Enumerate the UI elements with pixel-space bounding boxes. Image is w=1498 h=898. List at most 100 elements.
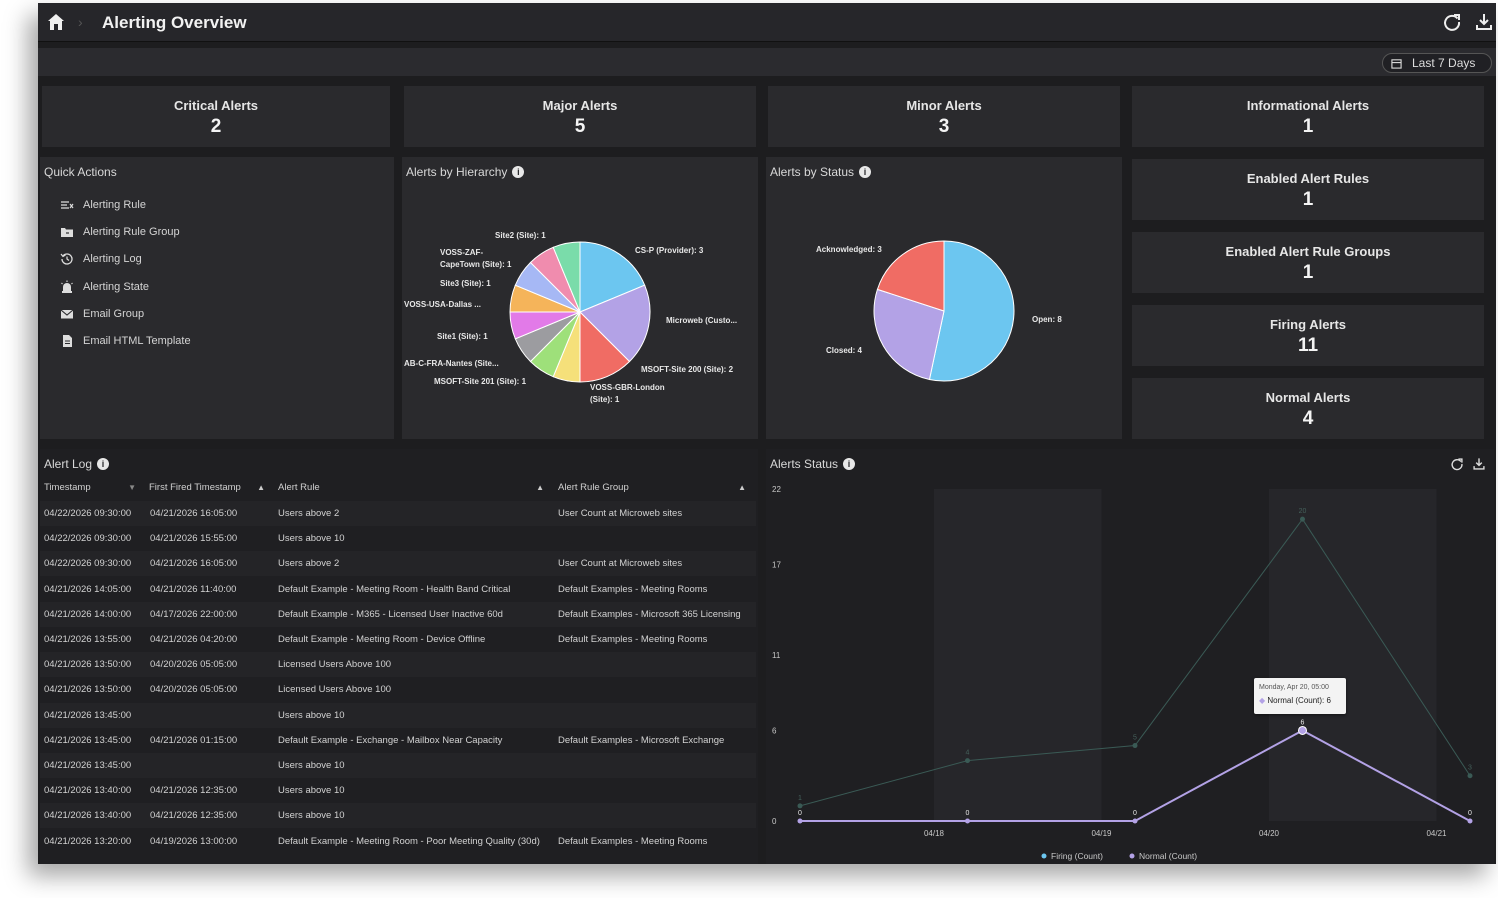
enabled-alert-rules-card[interactable]: Enabled Alert Rules 1 xyxy=(1132,159,1484,220)
data-point[interactable] xyxy=(1467,773,1473,779)
minor-alerts-card[interactable]: Minor Alerts 3 xyxy=(768,86,1120,147)
y-tick-label: 11 xyxy=(772,651,781,660)
column-header-first-fired[interactable]: First Fired Timestamp ▲ xyxy=(149,477,265,497)
data-point[interactable] xyxy=(1467,818,1473,824)
table-row[interactable]: 04/21/2026 13:45:00 04/21/2026 01:15:00 De… xyxy=(40,728,756,753)
table-row[interactable]: 04/21/2026 13:40:00 04/21/2026 12:35:00 Us… xyxy=(40,803,756,829)
column-header-label: First Fired Timestamp xyxy=(149,481,241,493)
table-row[interactable]: 04/21/2026 13:50:00 04/20/2026 05:05:00 Li… xyxy=(40,677,756,702)
app-window: › Alerting Overview Last 7 Days Critical… xyxy=(38,3,1496,864)
table-row[interactable]: 04/21/2026 13:50:00 04/20/2026 05:05:00 Li… xyxy=(40,652,756,678)
data-point[interactable] xyxy=(1132,743,1138,749)
refresh-icon[interactable] xyxy=(1442,12,1462,32)
info-icon[interactable]: i xyxy=(512,166,525,178)
table-cell: Default Example - M365 - Licensed User I… xyxy=(278,608,503,620)
sort-asc-icon[interactable]: ▲ xyxy=(257,482,265,492)
info-icon[interactable]: i xyxy=(843,458,856,470)
pie-slice[interactable] xyxy=(579,284,651,363)
sort-desc-icon[interactable]: ▼ xyxy=(128,482,136,492)
table-row[interactable]: 04/21/2026 13:40:00 04/21/2026 12:35:00 Us… xyxy=(40,778,756,803)
data-point[interactable] xyxy=(1300,516,1305,522)
table-cell: 04/19/2026 13:00:00 xyxy=(150,835,238,847)
pie-label: Open: 8 xyxy=(1032,315,1062,324)
table-cell: Users above 10 xyxy=(278,785,345,797)
panel-title-row: Alert Log i xyxy=(44,457,110,471)
enabled-alert-rule-groups-card[interactable]: Enabled Alert Rule Groups 1 xyxy=(1132,232,1484,293)
data-point[interactable] xyxy=(1132,818,1138,824)
normal-alerts-card[interactable]: Normal Alerts 4 xyxy=(1132,378,1484,439)
pie-slice[interactable] xyxy=(579,241,646,313)
download-icon[interactable] xyxy=(1472,457,1486,471)
table-cell: 04/17/2026 22:00:00 xyxy=(150,608,238,620)
stat-label: Major Alerts xyxy=(542,98,618,113)
table-cell: Default Examples - Meeting Rooms xyxy=(558,634,708,645)
table-cell: 04/21/2026 13:55:00 xyxy=(44,634,132,645)
home-icon[interactable] xyxy=(46,12,66,32)
folder-icon xyxy=(61,228,73,237)
table-cell: 04/21/2026 13:20:00 xyxy=(44,835,132,847)
data-point[interactable] xyxy=(965,758,970,764)
column-header-alert-rule-group[interactable]: Alert Rule Group ▲ xyxy=(558,477,746,497)
quick-action-email-group[interactable]: Email Group xyxy=(60,307,144,321)
table-cell: Users above 10 xyxy=(278,709,345,721)
table-cell: 04/21/2026 15:55:00 xyxy=(150,533,238,545)
critical-alerts-card[interactable]: Critical Alerts 2 xyxy=(42,86,390,147)
panel-title: Alert Log xyxy=(44,457,93,471)
data-point[interactable] xyxy=(797,818,803,824)
panel-title-row: Alerts by Status i xyxy=(770,165,872,179)
pie-slice[interactable] xyxy=(928,240,1015,382)
firing-alerts-card[interactable]: Firing Alerts 11 xyxy=(1132,305,1484,366)
informational-alerts-card[interactable]: Informational Alerts 1 xyxy=(1132,86,1484,147)
table-row[interactable]: 04/22/2026 09:30:00 04/21/2026 16:05:00 Us… xyxy=(40,551,756,577)
quick-action-email-html-template[interactable]: Email HTML Template xyxy=(60,334,191,348)
table-row[interactable]: 04/21/2026 13:55:00 04/21/2026 04:20:00 De… xyxy=(40,627,756,652)
table-cell: Default Example - Meeting Room - Health … xyxy=(278,583,511,595)
quick-action-alerting-rule-group[interactable]: Alerting Rule Group xyxy=(60,225,180,239)
info-icon[interactable]: i xyxy=(859,166,872,178)
table-row[interactable]: 04/21/2026 14:05:00 04/21/2026 11:40:00 De… xyxy=(40,577,756,602)
table-row[interactable]: 04/21/2026 13:45:00 Users above 10 xyxy=(40,702,756,728)
major-alerts-card[interactable]: Major Alerts 5 xyxy=(404,86,756,147)
table-cell: Default Example - Meeting Room - Device … xyxy=(278,634,486,645)
table-cell: 04/21/2026 13:40:00 xyxy=(44,810,132,822)
sort-asc-icon[interactable]: ▲ xyxy=(536,482,544,492)
data-label: 0 xyxy=(966,810,970,817)
pie-slice[interactable] xyxy=(552,241,581,313)
table-cell: 04/21/2026 12:35:00 xyxy=(150,810,238,822)
data-point[interactable] xyxy=(965,818,970,824)
refresh-icon[interactable] xyxy=(1450,457,1464,471)
pie-slice[interactable] xyxy=(873,288,945,381)
quick-action-label: Alerting Rule Group xyxy=(83,226,180,238)
table-row[interactable]: 04/22/2026 09:30:00 04/21/2026 16:05:00 Us… xyxy=(40,501,756,526)
info-icon[interactable]: i xyxy=(97,458,110,470)
x-tick-label: 04/21 xyxy=(1426,829,1447,838)
table-cell: Users above 2 xyxy=(278,508,340,519)
table-row[interactable]: 04/21/2026 13:45:00 Users above 10 xyxy=(40,753,756,778)
table-cell: Licensed Users Above 100 xyxy=(278,684,392,696)
tooltip-value: ◆ Normal (Count): 6 xyxy=(1259,696,1331,705)
table-cell: 04/22/2026 09:30:00 xyxy=(44,533,132,545)
quick-action-alerting-state[interactable]: Alerting State xyxy=(60,280,149,294)
table-cell: 04/21/2026 11:40:00 xyxy=(150,583,237,595)
table-row[interactable]: 04/21/2026 14:00:00 04/17/2026 22:00:00 De… xyxy=(40,601,756,627)
panel-title-row: Alerts Status i xyxy=(770,457,856,471)
stat-value: 1 xyxy=(1302,262,1314,283)
column-header-timestamp[interactable]: Timestamp ▼ xyxy=(44,477,136,497)
hierarchy-pie-chart xyxy=(509,241,651,383)
panel-title: Alerts Status xyxy=(770,457,839,471)
sort-asc-icon[interactable]: ▲ xyxy=(738,482,746,492)
date-range-selector[interactable]: Last 7 Days xyxy=(1382,53,1492,73)
table-row[interactable]: 04/22/2026 09:30:00 04/21/2026 15:55:00 Us… xyxy=(40,526,756,551)
stat-label: Informational Alerts xyxy=(1246,98,1370,113)
pie-label: Site1 (Site): 1 xyxy=(437,332,488,341)
quick-action-alerting-log[interactable]: Alerting Log xyxy=(60,252,142,266)
tooltip-text: Normal (Count): 6 xyxy=(1267,696,1331,705)
quick-action-alerting-rule[interactable]: Alerting Rule xyxy=(60,198,146,212)
column-header-alert-rule[interactable]: Alert Rule ▲ xyxy=(278,477,544,497)
table-row[interactable]: 04/21/2026 13:20:00 04/19/2026 13:00:00 De… xyxy=(40,829,756,854)
data-point[interactable] xyxy=(1298,725,1307,735)
download-icon[interactable] xyxy=(1474,12,1494,32)
pie-slice[interactable] xyxy=(876,240,945,312)
list-filter-icon xyxy=(61,201,74,209)
data-point[interactable] xyxy=(797,803,803,809)
